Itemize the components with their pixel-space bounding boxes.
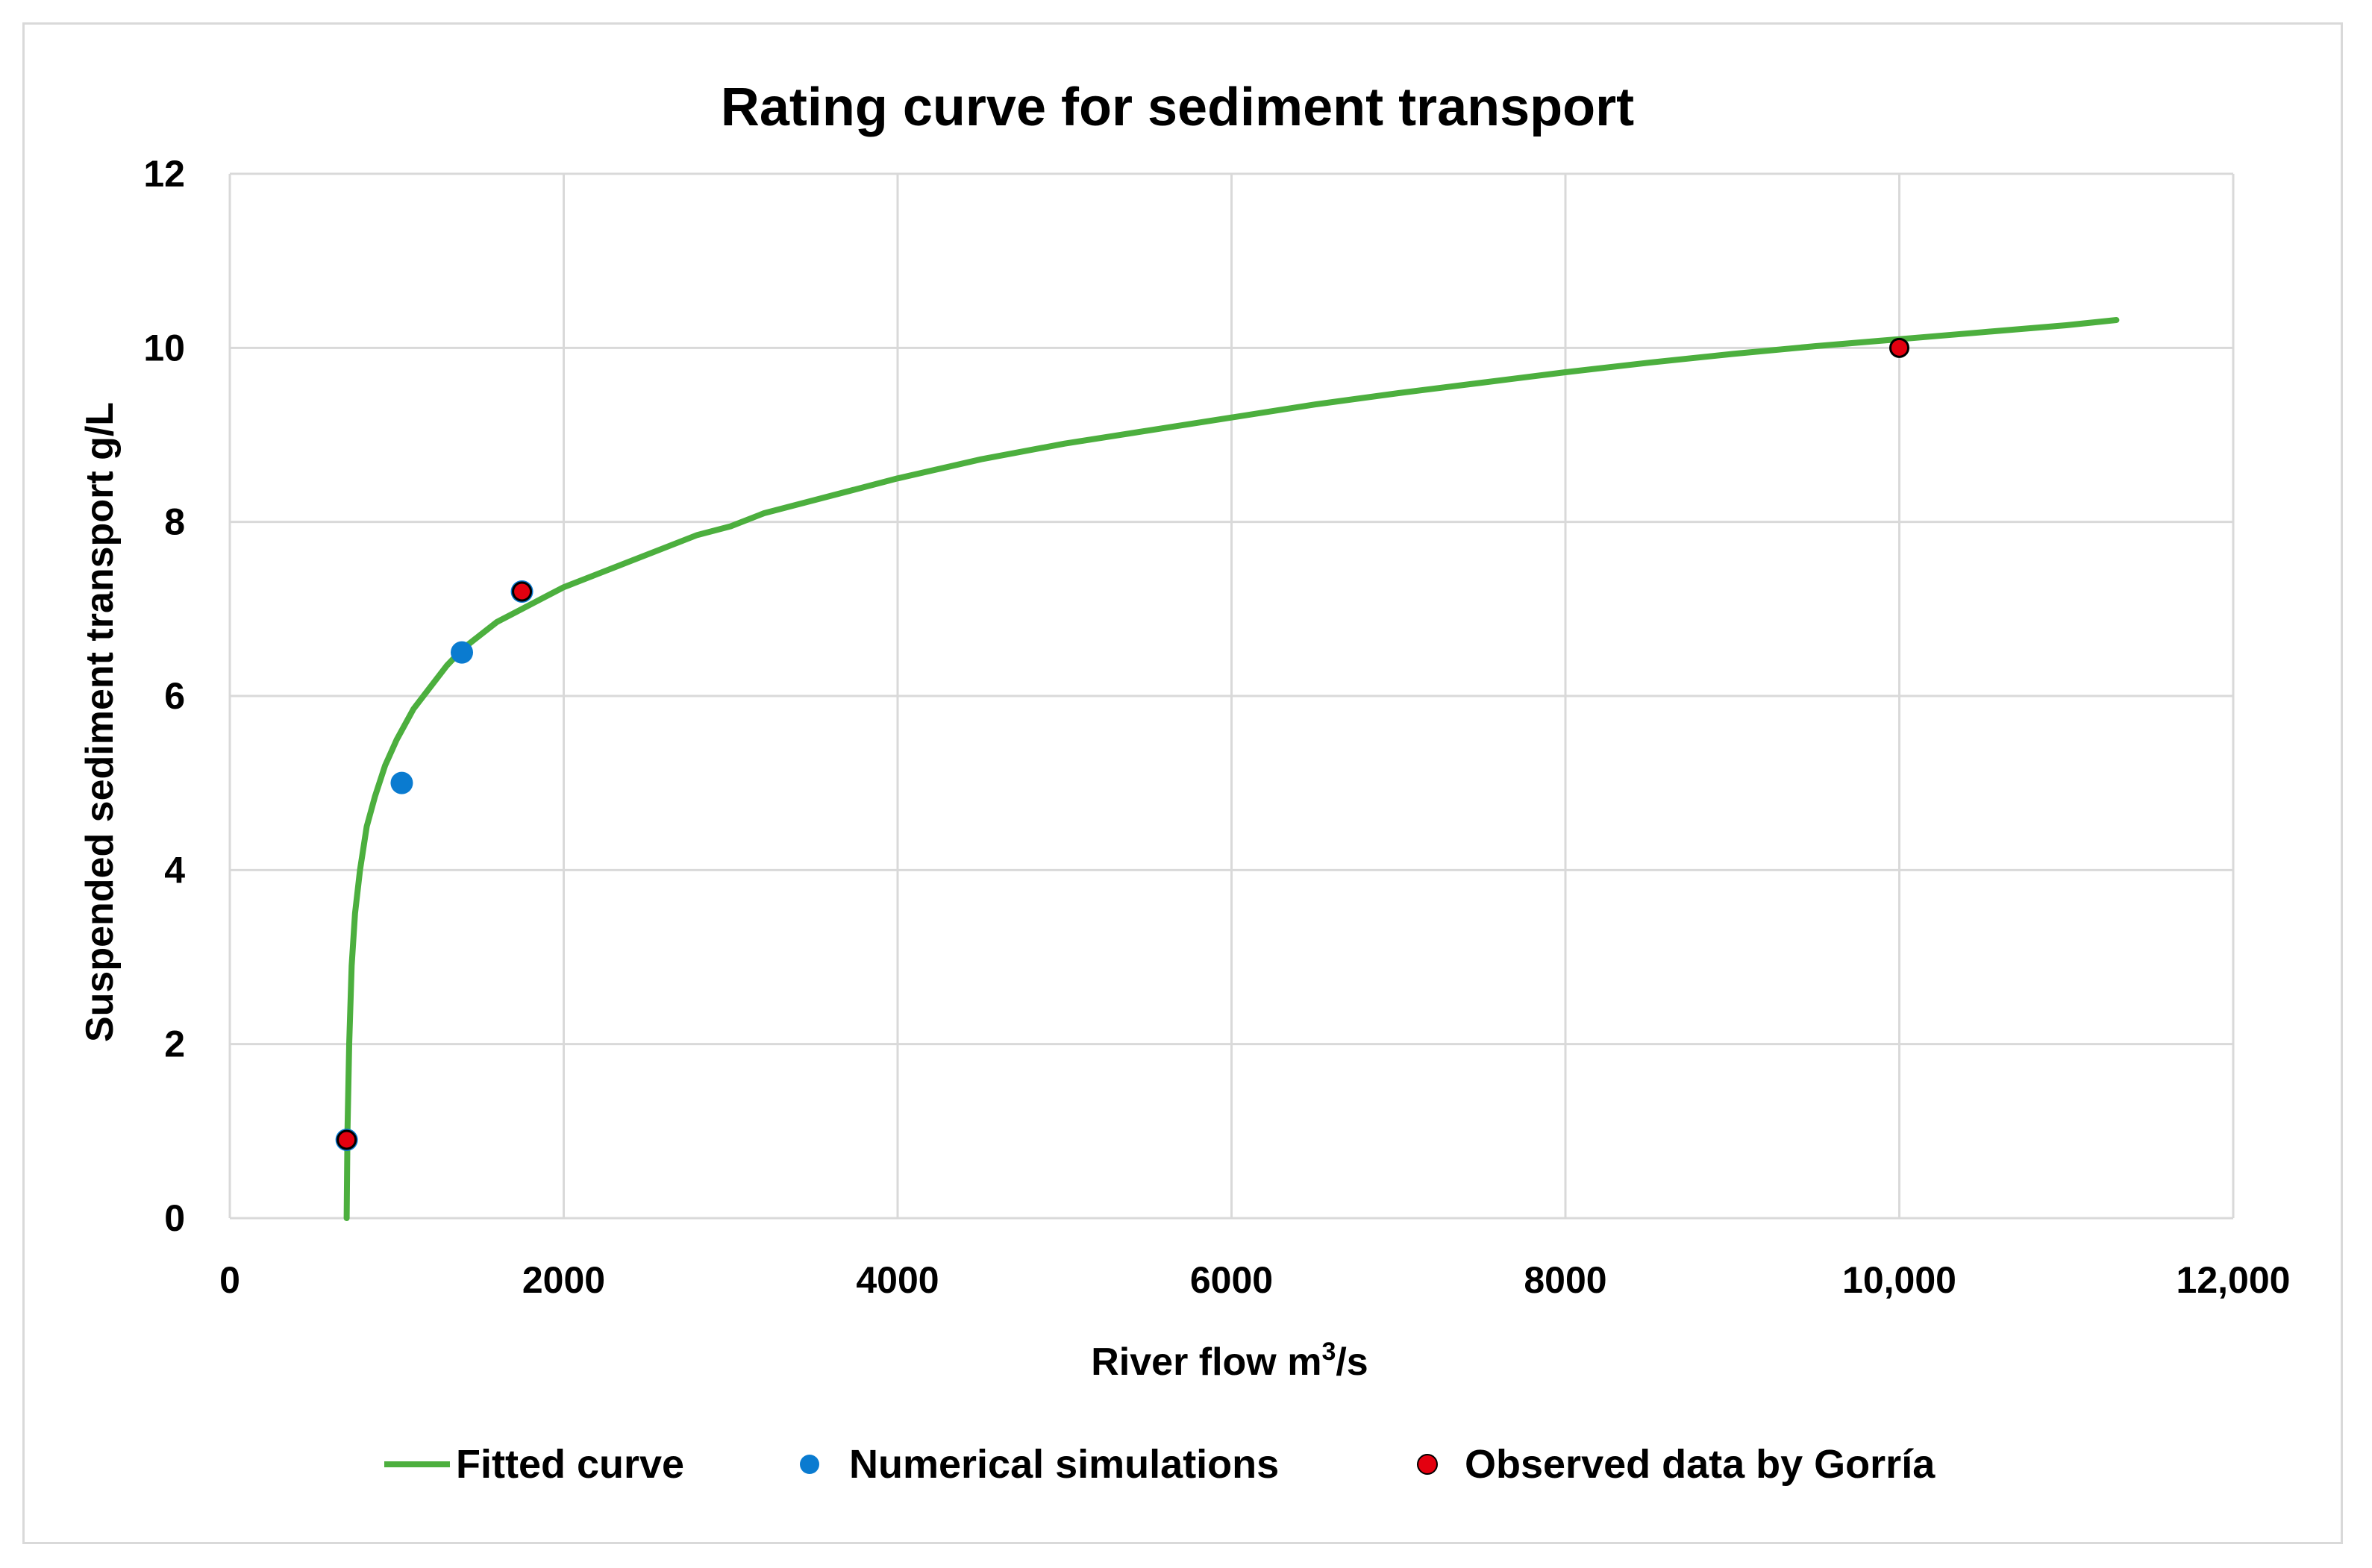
y-tick-labels: 0 2 4 6 8 10 12 xyxy=(143,153,185,1239)
chart-frame: Rating curve for sediment transport 0 2 4 6… xyxy=(22,22,2343,1544)
legend-marker-observed-data xyxy=(1417,1454,1438,1475)
x-axis-label: River flow m3/s xyxy=(1091,1337,1368,1384)
scatter-series xyxy=(335,337,1909,1151)
numerical-simulation-point xyxy=(390,771,413,794)
observed-data-point xyxy=(1889,337,1909,358)
observed-data-point xyxy=(512,581,533,602)
x-tick-labels: 0 2000 4000 6000 8000 10,000 12,000 xyxy=(219,1259,2290,1301)
x-axis-label-tail: /s xyxy=(1336,1340,1368,1384)
y-tick-label: 10 xyxy=(143,327,185,369)
x-tick-label: 12,000 xyxy=(2177,1259,2291,1301)
y-axis-label: Suspended sediment transport g/L xyxy=(78,402,122,1042)
x-tick-label: 10,000 xyxy=(1842,1259,1956,1301)
y-tick-label: 2 xyxy=(164,1023,185,1065)
chart-title: Rating curve for sediment transport xyxy=(721,78,1634,137)
chart-svg: Rating curve for sediment transport 0 2 4 6… xyxy=(78,78,2290,1487)
x-axis-label-superscript: 3 xyxy=(1321,1337,1336,1366)
x-tick-label: 2000 xyxy=(522,1259,605,1301)
legend-label-numerical-simulations: Numerical simulations xyxy=(849,1442,1279,1487)
legend: Fitted curve Numerical simulations Obser… xyxy=(384,1442,1936,1487)
numerical-simulation-point xyxy=(451,641,474,664)
y-tick-label: 8 xyxy=(164,501,185,543)
x-tick-label: 8000 xyxy=(1524,1259,1606,1301)
x-tick-label: 0 xyxy=(219,1259,240,1301)
legend-marker-numerical-simulations xyxy=(800,1455,819,1474)
x-tick-label: 6000 xyxy=(1190,1259,1273,1301)
observed-data-point xyxy=(337,1129,357,1150)
legend-label-fitted-curve: Fitted curve xyxy=(456,1442,684,1487)
fitted-curve-line xyxy=(343,317,2120,1221)
x-axis-label-main: River flow m xyxy=(1091,1340,1321,1384)
fitted-curve-series xyxy=(343,317,2120,1221)
x-tick-label: 4000 xyxy=(856,1259,939,1301)
y-tick-label: 12 xyxy=(143,153,185,195)
y-tick-label: 6 xyxy=(164,675,185,717)
legend-label-observed-data: Observed data by Gorría xyxy=(1465,1442,1936,1487)
y-tick-label: 0 xyxy=(164,1197,185,1239)
gridlines xyxy=(228,172,2235,1220)
y-tick-label: 4 xyxy=(164,849,185,891)
